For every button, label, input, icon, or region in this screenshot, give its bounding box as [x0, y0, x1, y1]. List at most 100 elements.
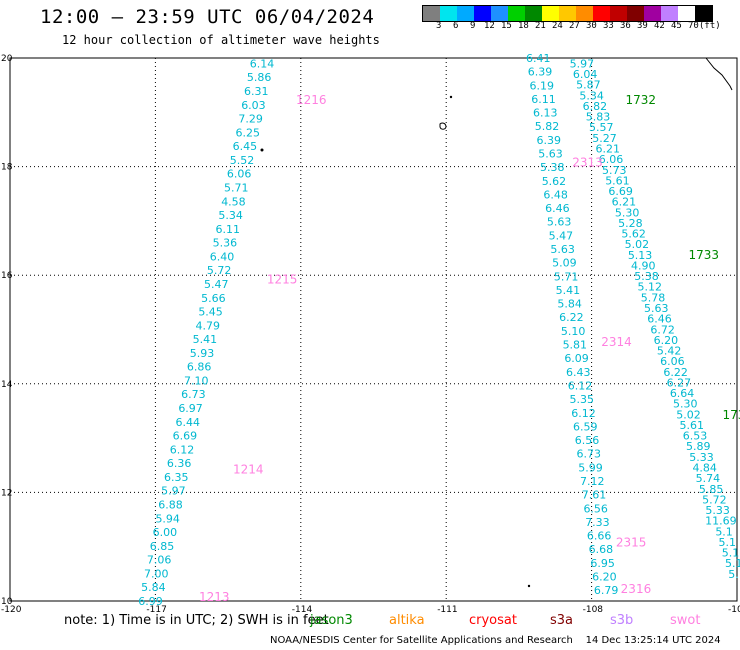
- wave-height-value: 5.10: [561, 325, 586, 338]
- wave-height-value: 5.72: [702, 493, 727, 506]
- wave-height-value: 6.99: [138, 595, 163, 608]
- color-swatch: [576, 6, 593, 21]
- wave-height-value: 6.21: [612, 196, 637, 209]
- latitude-tick-label: 14: [1, 380, 13, 390]
- wave-height-observations: 6.145.866.316.037.296.256.455.526.065.71…: [138, 52, 740, 608]
- wave-height-value: 5.36: [213, 237, 238, 250]
- wave-height-value: 5.61: [680, 419, 705, 432]
- axis-tick-labels: -120 -117 -114 -111 -108 -105 20 18 16 14 12 10: [1, 54, 740, 615]
- wave-height-value: 6.46: [647, 313, 672, 326]
- mission-legend-item: altika: [389, 613, 425, 628]
- pass-labels: 1216 1215 1214 1213 1732 1733 1734 2313 2314 2315…: [199, 93, 740, 604]
- wave-height-value: 5.47: [204, 278, 229, 291]
- wave-height-value: 5.71: [224, 181, 249, 194]
- wave-height-value: 6.44: [175, 416, 200, 429]
- latitude-tick-label: 12: [1, 488, 12, 498]
- wave-height-value: 6.00: [153, 526, 178, 539]
- color-swatch: [474, 6, 491, 21]
- wave-height-value: 6.45: [233, 140, 258, 153]
- wave-height-value: 5.89: [686, 440, 711, 453]
- wave-height-value: 4.58: [221, 195, 246, 208]
- longitude-tick-label: -111: [437, 605, 457, 615]
- color-scale-label: 3: [436, 21, 442, 31]
- wave-height-value: 6.19: [530, 79, 555, 92]
- wave-height-value: 5.81: [563, 339, 588, 352]
- longitude-tick-label: -114: [292, 605, 313, 615]
- wave-height-value: 6.56: [575, 434, 600, 447]
- legend-note: note: 1) Time is in UTC; 2) SWH is in fe…: [64, 613, 700, 628]
- wave-height-value: 5.72: [207, 264, 232, 277]
- wave-height-value: 6.09: [564, 352, 589, 365]
- wave-height-value: 6.31: [244, 85, 269, 98]
- mission-legend-item: s3b: [610, 613, 634, 628]
- color-scale-label: 45: [671, 21, 682, 31]
- map-title: 12:00 — 23:59 UTC 06/04/2024: [40, 6, 375, 28]
- wave-height-value: 5.28: [618, 217, 643, 230]
- wave-height-value: 5.73: [602, 164, 627, 177]
- wave-height-value: 5.63: [550, 243, 575, 256]
- wave-height-value: 5.84: [557, 298, 582, 311]
- wave-height-value: 6.06: [227, 168, 252, 181]
- color-scale-label: 42: [654, 21, 665, 31]
- wave-height-value: 6.27: [667, 376, 692, 389]
- color-scale-label: 27: [569, 21, 580, 31]
- color-swatch: [695, 6, 712, 21]
- wave-height-value: 6.39: [536, 134, 561, 147]
- color-swatch: [678, 6, 695, 21]
- wave-height-value: 5.35: [570, 393, 595, 406]
- color-scale-label: (ft): [699, 21, 721, 31]
- wave-height-value: 7.06: [147, 554, 172, 567]
- wave-height-value: 6.35: [164, 471, 189, 484]
- wave-height-value: 6.79: [594, 584, 619, 597]
- wave-height-value: 6.25: [235, 126, 260, 139]
- color-scale-label: 24: [552, 21, 563, 31]
- wave-height-value: 6.20: [592, 570, 617, 583]
- latitude-tick-label: 10: [1, 597, 13, 607]
- lat-lon-grid: [10, 58, 737, 601]
- color-scale-label: 6: [453, 21, 459, 31]
- color-swatch: [610, 6, 627, 21]
- wave-height-value: 5.34: [218, 209, 243, 222]
- footer-credit: NOAA/NESDIS Center for Satellite Applica…: [270, 635, 721, 646]
- pass-label: 2315: [616, 536, 647, 550]
- wave-height-value: 6.20: [654, 334, 679, 347]
- map-border: [9, 57, 738, 602]
- wave-height-value: 6.95: [590, 557, 615, 570]
- color-swatch: [457, 6, 474, 21]
- wave-height-value: 6.97: [178, 402, 203, 415]
- color-scale-label: 39: [637, 21, 648, 31]
- color-scale-label: 15: [501, 21, 512, 31]
- pass-label: 1732: [626, 93, 657, 107]
- wave-height-value: 5.1: [719, 536, 737, 549]
- wave-height-value: 5.63: [547, 216, 572, 229]
- wave-height-value: 6.12: [571, 407, 596, 420]
- wave-height-value: 5.62: [542, 175, 567, 188]
- wave-height-value: 5.93: [190, 347, 215, 360]
- longitude-tick-label: -105: [728, 605, 740, 615]
- coastline-mainland: [705, 57, 733, 91]
- color-swatch: [542, 6, 559, 21]
- island-socorro: [439, 122, 447, 130]
- pass-label: 1213: [199, 590, 230, 604]
- island-clarion: [449, 95, 453, 99]
- wave-height-value: 5.94: [155, 512, 180, 525]
- wave-height-value: 5.33: [705, 504, 730, 517]
- wave-height-value: 6.39: [528, 66, 553, 79]
- wave-height-value: 5.27: [592, 132, 617, 145]
- latitude-tick-label: 18: [1, 163, 13, 173]
- wave-height-value: 5.30: [673, 398, 698, 411]
- color-scale-label: 33: [603, 21, 614, 31]
- wave-height-value: 6.22: [663, 366, 688, 379]
- wave-height-value: 6.12: [568, 379, 593, 392]
- pass-label: 2313: [572, 156, 603, 170]
- wave-height-value: 6.06: [660, 355, 685, 368]
- color-scale-label: 70: [688, 21, 699, 31]
- wave-height-value: 6.69: [173, 430, 198, 443]
- latitude-tick-label: 16: [1, 271, 13, 281]
- wave-height-value: 5.62: [621, 228, 646, 241]
- wave-height-value: 6.11: [531, 93, 556, 106]
- wave-height-value: 5.99: [578, 461, 603, 474]
- color-swatch: [627, 6, 644, 21]
- wave-height-value: 6.73: [181, 388, 206, 401]
- color-swatch: [593, 6, 610, 21]
